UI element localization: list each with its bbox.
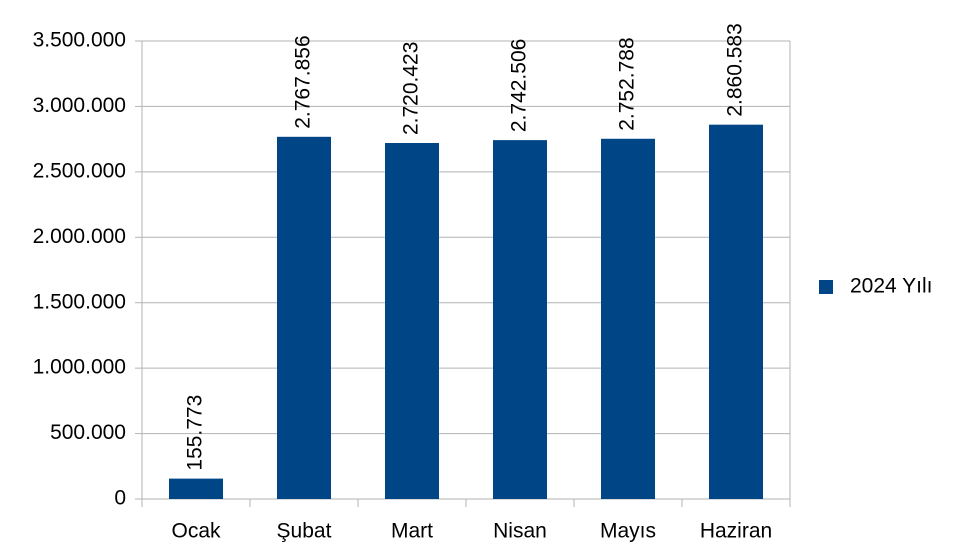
x-tick-label: Mart [391,520,433,543]
x-tick-label: Nisan [493,520,547,543]
y-tick-label: 3.000.000 [33,94,126,117]
y-tick-label: 1.500.000 [33,290,126,313]
x-tick-label: Ocak [171,520,221,543]
bar [493,140,547,499]
y-tick-label: 0 [114,487,126,510]
bar [169,478,223,499]
bar [709,124,763,500]
data-label: 2.752.788 [616,37,639,130]
bar [601,138,655,500]
x-tick-label: Haziran [700,520,772,543]
data-label: 2.860.583 [724,23,747,116]
x-tick-label: Mayıs [600,520,656,543]
bar [385,143,439,499]
y-tick-label: 3.500.000 [33,29,126,52]
data-label: 2.720.423 [400,42,423,135]
data-label: 2.742.506 [508,39,531,132]
x-tick-label: Şubat [277,520,332,543]
y-tick-label: 2.000.000 [33,225,126,248]
bar [277,136,331,499]
y-tick-label: 1.000.000 [33,356,126,379]
data-label: 2.767.856 [292,35,315,128]
legend-label: 2024 Yılı [850,275,933,298]
y-tick-label: 500.000 [50,421,126,444]
y-tick-label: 2.500.000 [33,159,126,182]
data-label: 155.773 [184,395,207,471]
legend-swatch [819,280,833,294]
